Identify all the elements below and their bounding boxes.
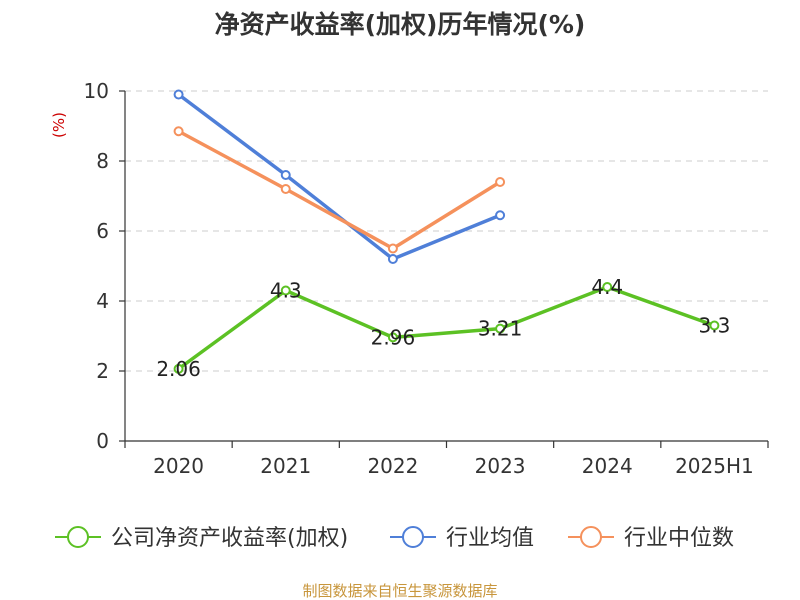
data-label: 4.3 <box>270 279 302 303</box>
series-1-point <box>387 254 398 264</box>
legend-label: 公司净资产收益率(加权) <box>111 526 348 551</box>
series-2-point <box>173 126 184 137</box>
y-tick-label: 8 <box>96 149 109 173</box>
y-tick-label: 10 <box>84 79 109 103</box>
grid-layer <box>125 90 768 372</box>
series-2-point <box>280 184 291 194</box>
series-1-point <box>280 170 291 180</box>
data-label-layer: 2.06 4.3 2.96 3.21 4.4 3.3 <box>156 275 730 381</box>
data-label: 4.4 <box>591 275 623 299</box>
axis-layer: 0 2 4 6 8 10 2020 2021 2022 2023 2024 2025H1 <box>84 79 769 478</box>
series-0-point <box>280 285 291 296</box>
data-label: 2.06 <box>156 357 201 381</box>
data-label: 3.21 <box>478 317 523 341</box>
series-0-point <box>387 332 398 343</box>
legend-swatch-marker <box>402 526 424 548</box>
source-note: 制图数据来自恒生聚源数据库 <box>302 582 497 600</box>
data-label: 2.96 <box>371 325 416 349</box>
series-2-line <box>176 129 502 251</box>
legend-swatch-marker <box>67 526 89 548</box>
series-0-point <box>709 320 720 331</box>
x-tick-label: 2023 <box>475 454 526 478</box>
x-tick-label: 2024 <box>582 454 633 478</box>
series-2-point <box>495 177 506 187</box>
y-axis-unit: (%) <box>50 112 68 138</box>
series-0-point <box>495 323 506 334</box>
y-tick-label: 4 <box>96 289 109 313</box>
x-tick-label: 2022 <box>367 454 418 478</box>
series-2-point <box>387 243 398 254</box>
legend-label: 行业均值 <box>446 526 534 551</box>
series-1-point <box>173 89 184 100</box>
x-tick-label: 2025H1 <box>675 454 754 478</box>
series-layer <box>173 89 720 374</box>
data-label: 3.3 <box>699 314 731 338</box>
series-1-line <box>176 92 502 261</box>
legend-label: 行业中位数 <box>624 526 734 551</box>
series-0-point <box>602 282 613 292</box>
series-1-point <box>495 210 506 221</box>
series-0-point <box>173 363 184 374</box>
y-tick-label: 6 <box>96 219 109 243</box>
legend: 公司净资产收益率(加权) 行业均值 行业中位数 <box>55 526 734 551</box>
x-tick-label: 2021 <box>260 454 311 478</box>
chart-title: 净资产收益率(加权)历年情况(%) <box>215 10 586 39</box>
legend-swatch-marker <box>580 526 602 548</box>
y-tick-label: 2 <box>96 359 109 383</box>
series-0-line <box>176 285 717 371</box>
x-tick-label: 2020 <box>153 454 204 478</box>
y-tick-label: 0 <box>96 429 109 453</box>
